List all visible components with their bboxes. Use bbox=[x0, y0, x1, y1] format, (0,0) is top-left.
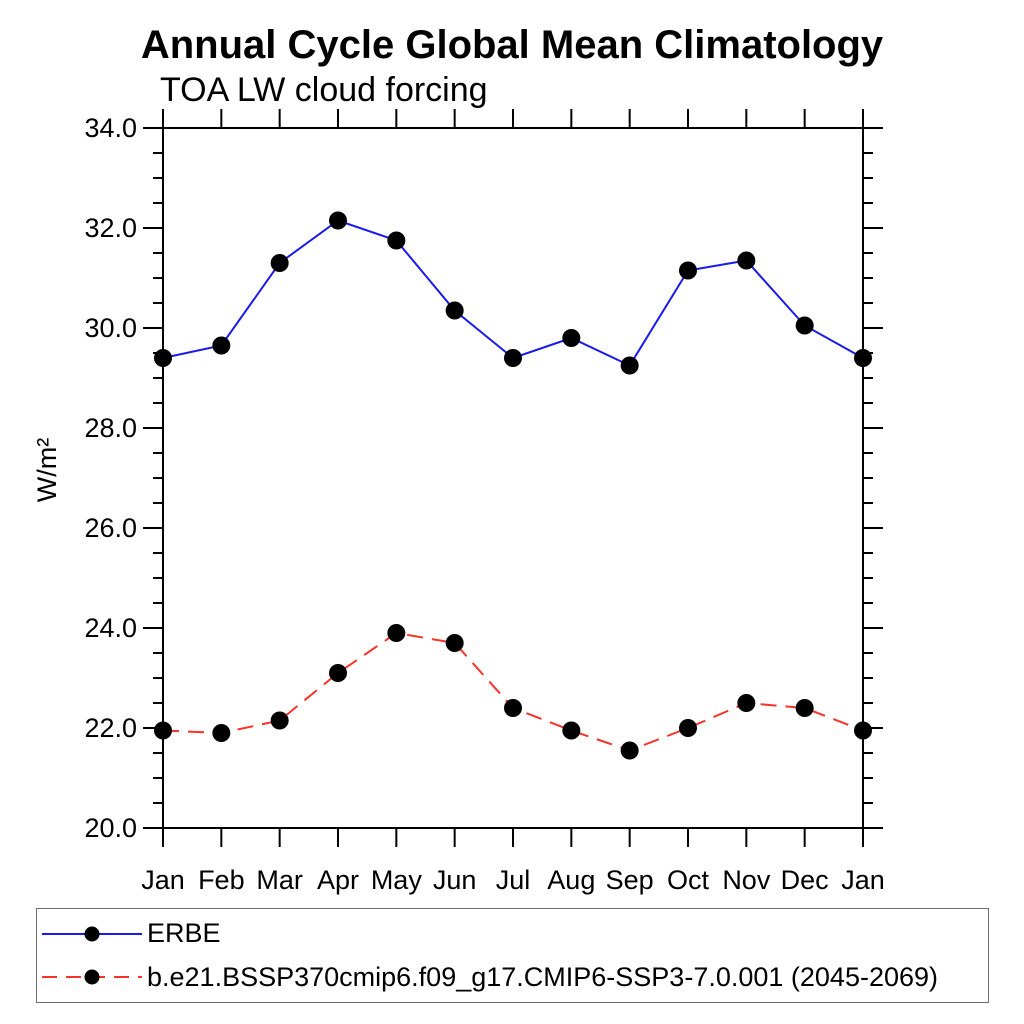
x-tick-label: Jan bbox=[841, 865, 885, 895]
legend-marker-icon bbox=[84, 926, 100, 942]
data-point-marker bbox=[445, 301, 464, 320]
y-tick-label: 30.0 bbox=[84, 313, 137, 343]
data-point-marker bbox=[387, 624, 406, 642]
legend-label-model: b.e21.BSSP370cmip6.f09_g17.CMIP6-SSP3-7.… bbox=[147, 961, 939, 992]
chart-title: Annual Cycle Global Mean Climatology bbox=[140, 23, 884, 67]
x-tick-label: Jul bbox=[496, 865, 531, 895]
data-point-marker bbox=[270, 711, 289, 730]
x-tick-label: Sep bbox=[606, 865, 654, 895]
data-point-marker bbox=[562, 329, 581, 347]
data-point-marker bbox=[504, 699, 522, 717]
data-point-marker bbox=[212, 724, 231, 742]
data-point-marker bbox=[679, 261, 697, 280]
y-tick-label: 22.0 bbox=[84, 713, 137, 743]
chart-subtitle: TOA LW cloud forcing bbox=[160, 71, 488, 109]
x-tick-label: May bbox=[371, 865, 423, 895]
legend-marker-icon bbox=[84, 969, 100, 985]
legend-label-erbe: ERBE bbox=[147, 918, 221, 949]
y-tick-label: 26.0 bbox=[84, 513, 137, 543]
data-point-marker bbox=[737, 694, 756, 712]
y-axis-unit-label: W/m² bbox=[32, 438, 62, 502]
legend-line-sample-solid bbox=[42, 926, 142, 942]
x-tick-label: Dec bbox=[781, 865, 829, 895]
y-tick-label: 32.0 bbox=[84, 213, 137, 243]
x-tick-label: Aug bbox=[547, 865, 595, 895]
y-tick-label: 24.0 bbox=[84, 613, 137, 643]
legend-row-model: b.e21.BSSP370cmip6.f09_g17.CMIP6-SSP3-7.… bbox=[37, 958, 988, 996]
legend-box: ERBE b.e21.BSSP370cmip6.f09_g17.CMIP6-SS… bbox=[36, 908, 989, 1003]
x-tick-label: Feb bbox=[198, 865, 245, 895]
data-point-marker bbox=[854, 349, 872, 367]
data-point-marker bbox=[795, 699, 814, 717]
data-point-marker bbox=[620, 741, 639, 760]
data-point-marker bbox=[329, 664, 347, 682]
data-point-marker bbox=[795, 316, 814, 335]
x-tick-label: Mar bbox=[256, 865, 303, 895]
series-line-0 bbox=[162, 219, 864, 367]
data-point-marker bbox=[387, 231, 406, 250]
series-line-1 bbox=[162, 631, 864, 752]
y-tick-label: 34.0 bbox=[84, 113, 137, 143]
y-tick-label: 28.0 bbox=[84, 413, 137, 443]
y-tick-label: 20.0 bbox=[84, 813, 137, 843]
x-tick-label: Jun bbox=[433, 865, 477, 895]
data-point-marker bbox=[154, 721, 172, 740]
data-point-marker bbox=[562, 721, 581, 740]
data-point-marker bbox=[154, 349, 172, 367]
data-point-marker bbox=[679, 719, 697, 737]
data-point-marker bbox=[854, 721, 872, 740]
data-point-marker bbox=[737, 251, 756, 270]
x-tick-label: Jan bbox=[141, 865, 185, 895]
data-point-marker bbox=[620, 356, 639, 375]
data-point-marker bbox=[445, 634, 464, 652]
legend-line-sample-dashed bbox=[42, 969, 142, 985]
x-tick-label: Apr bbox=[317, 865, 359, 895]
x-tick-label: Nov bbox=[722, 865, 771, 895]
data-point-marker bbox=[270, 254, 289, 272]
data-point-marker bbox=[504, 349, 522, 367]
legend-row-erbe: ERBE bbox=[37, 915, 988, 953]
x-tick-label: Oct bbox=[667, 865, 710, 895]
data-point-marker bbox=[329, 211, 347, 230]
data-point-marker bbox=[212, 336, 231, 355]
